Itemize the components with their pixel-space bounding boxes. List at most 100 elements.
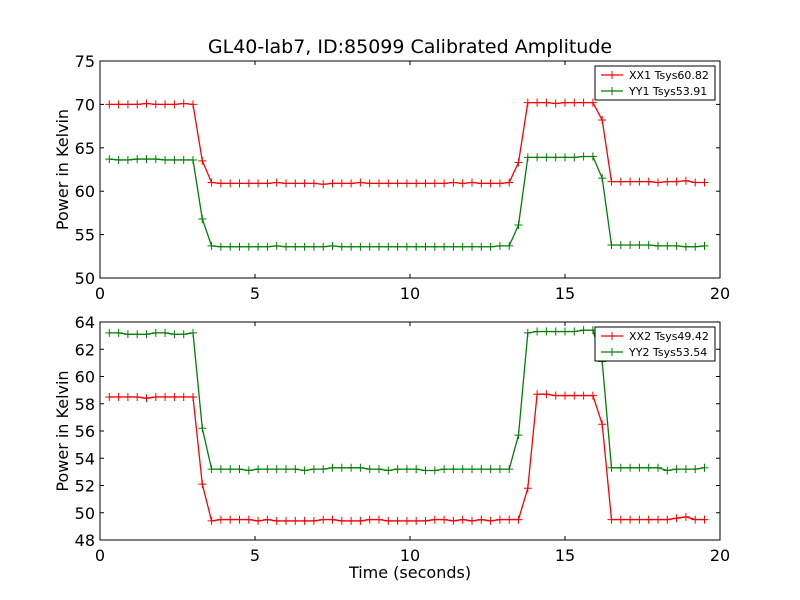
bottom-plot-panel: 0 5 10 15 20 48 50 52 54 56 58 60 62 64 Power in Kelvi… [53,313,730,582]
data-point [179,330,188,339]
data-point [598,174,607,183]
legend-box [594,65,716,101]
legend-label: XX2 Tsys49.42 [629,330,709,343]
data-point [235,179,244,188]
data-point [347,179,356,188]
data-point [430,179,439,188]
data-point [402,465,411,474]
data-point [393,179,402,188]
data-point [309,465,318,474]
data-point [691,242,700,251]
data-point [375,242,383,251]
data-point [309,179,318,188]
data-point [616,241,625,250]
data-point [579,98,588,107]
data-point [402,516,411,525]
data-point [123,330,132,339]
data-point [523,98,532,107]
data-point [486,465,495,474]
legend-marker [608,348,616,356]
plot-area [105,98,709,251]
data-point [384,242,393,251]
data-point [161,100,170,109]
data-point [644,515,653,524]
data-point [198,214,207,223]
data-point [477,465,486,474]
y-tick-label: 50 [75,269,95,288]
data-point [663,466,672,475]
data-point [570,391,579,400]
data-point [347,463,356,472]
y-tick-label: 65 [75,139,95,158]
data-point [495,241,504,250]
data-point [189,328,197,337]
data-point [347,242,356,251]
data-point [170,100,179,109]
data-point [133,155,142,164]
data-point [300,516,309,525]
data-point [198,424,207,433]
data-point [365,465,374,474]
data-point [533,98,542,107]
data-point [291,465,300,474]
data-point [189,100,197,109]
data-point [635,463,644,472]
data-point [254,516,263,525]
y-tick-label: 58 [75,395,95,414]
data-point [626,241,635,250]
y-tick-label: 70 [75,95,95,114]
plot-area [105,326,709,525]
data-point [514,515,523,524]
data-point [700,463,709,472]
data-point [198,156,207,165]
data-point [681,176,690,185]
data-point [430,242,439,251]
data-point [542,98,551,107]
data-point [226,179,235,188]
data-point [486,179,495,188]
data-point [337,242,346,251]
data-point [644,241,653,250]
data-point [514,221,523,230]
data-point [579,152,588,161]
data-point [663,515,672,524]
data-point [272,241,281,250]
data-point [300,242,309,251]
data-point [551,99,560,108]
data-point [691,465,700,474]
data-point [114,392,123,401]
data-point [170,392,179,401]
data-point [402,242,411,251]
data-point [393,516,402,525]
data-point [216,179,225,188]
data-point [198,480,207,489]
data-point [486,242,495,251]
y-tick-label: 55 [75,226,95,245]
data-point [542,153,551,162]
data-point [440,465,449,474]
data-point [347,516,356,525]
data-point [523,484,532,493]
data-point [105,328,114,337]
x-tick-label: 15 [555,284,575,303]
data-point [319,465,328,474]
data-point [616,177,625,186]
x-tick-label: 5 [250,284,260,303]
data-point [114,100,123,109]
data-point [189,155,197,164]
data-point [561,98,569,107]
data-point [533,390,542,399]
legend-marker [608,87,616,95]
data-point [309,516,318,525]
data-point [151,100,160,109]
data-point [654,178,662,187]
x-tick-label: 0 [95,546,105,565]
y-tick-label: 52 [75,477,95,496]
x-tick-label: 5 [250,546,260,565]
data-point [282,516,290,525]
data-point [151,155,160,164]
legend-marker [608,332,616,340]
data-point [561,391,569,400]
data-point [421,242,430,251]
data-point [505,515,514,524]
